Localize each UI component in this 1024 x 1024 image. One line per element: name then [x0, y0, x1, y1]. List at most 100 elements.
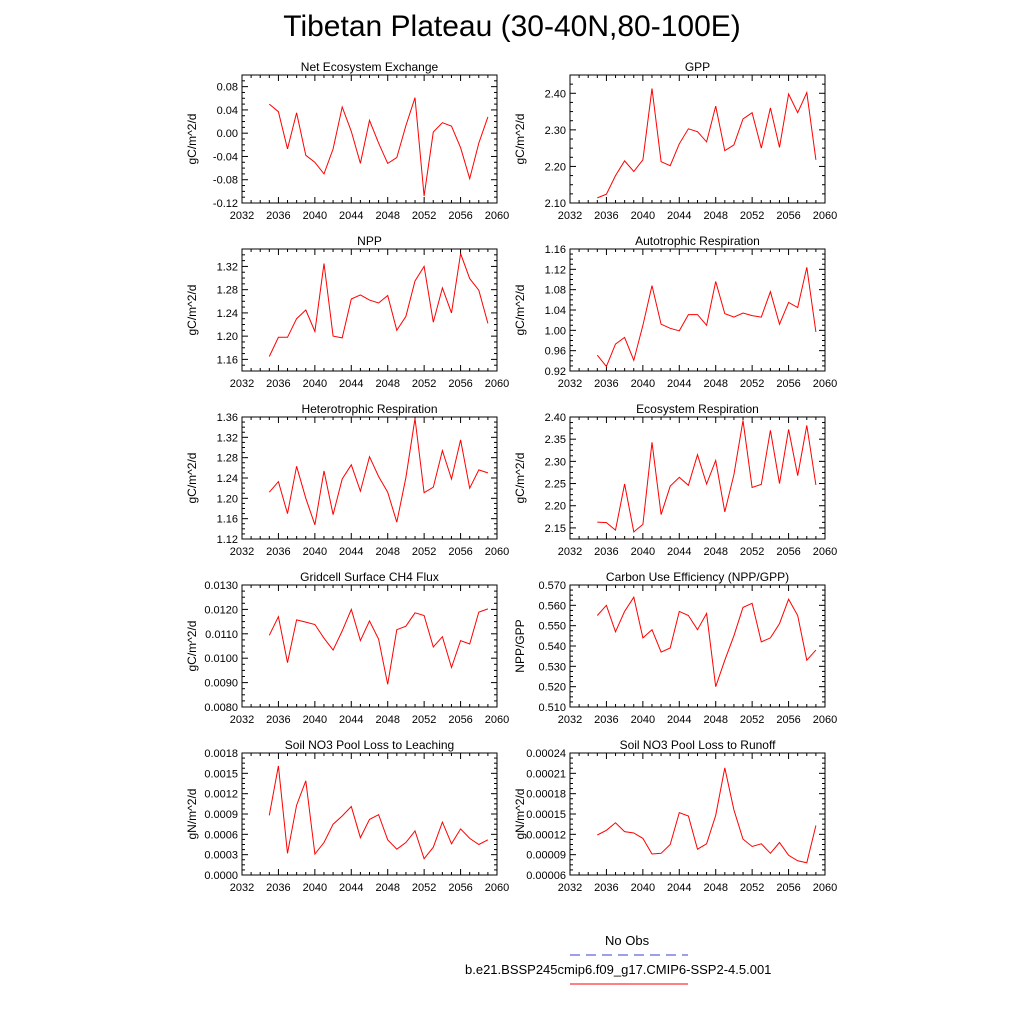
y-tick-label: 0.08 [217, 82, 238, 94]
x-tick-label: 2048 [703, 546, 727, 558]
y-axis-label: NPP/GPP [513, 619, 527, 672]
x-tick-label: 2052 [740, 378, 764, 390]
x-tick-label: 2044 [339, 714, 363, 726]
x-tick-label: 2056 [776, 378, 800, 390]
x-tick-label: 2044 [667, 378, 691, 390]
x-tick-label: 2048 [703, 210, 727, 222]
y-tick-label: 2.30 [545, 456, 566, 468]
x-tick-label: 2044 [667, 546, 691, 558]
y-tick-label: 0.0080 [204, 702, 238, 714]
x-tick-label: 2056 [448, 378, 472, 390]
x-tick-label: 2056 [776, 210, 800, 222]
y-tick-label: 2.35 [545, 434, 566, 446]
y-tick-label: 1.28 [217, 285, 238, 297]
series-line [596, 267, 817, 368]
chart-title: Soil NO3 Pool Loss to Runoff [620, 738, 777, 752]
x-tick-label: 2060 [485, 210, 509, 222]
y-tick-label: 0.00012 [526, 829, 566, 841]
series-line [268, 418, 489, 525]
y-tick-label: 1.32 [217, 432, 238, 444]
page-title: Tibetan Plateau (30-40N,80-100E) [283, 10, 741, 43]
series-line [268, 607, 489, 685]
y-tick-label: 0.0130 [204, 580, 238, 592]
y-tick-label: 2.10 [545, 198, 566, 210]
y-tick-label: 1.28 [217, 453, 238, 465]
x-tick-label: 2044 [667, 882, 691, 894]
x-tick-label: 2056 [776, 882, 800, 894]
x-tick-label: 2056 [448, 714, 472, 726]
y-tick-label: 1.32 [217, 261, 238, 273]
x-tick-label: 2048 [703, 378, 727, 390]
x-tick-label: 2032 [558, 882, 582, 894]
x-tick-label: 2040 [631, 714, 655, 726]
y-tick-label: 2.25 [545, 479, 566, 491]
y-tick-label: 1.36 [217, 412, 238, 424]
y-tick-label: 0.0015 [204, 768, 238, 780]
x-tick-label: 2032 [558, 546, 582, 558]
y-tick-label: 0.00018 [526, 789, 566, 801]
x-tick-label: 2036 [266, 378, 290, 390]
chart-panel-10: Soil NO3 Pool Loss to Runoff gN/m^2/d 2032… [513, 738, 837, 894]
y-tick-label: 0.00015 [526, 809, 566, 821]
y-tick-label: 0.0006 [204, 829, 238, 841]
x-tick-label: 2048 [703, 882, 727, 894]
x-tick-label: 2052 [412, 882, 436, 894]
x-tick-label: 2044 [339, 882, 363, 894]
y-tick-label: 1.24 [217, 308, 238, 320]
x-tick-label: 2044 [667, 714, 691, 726]
y-tick-label: 0.540 [538, 641, 566, 653]
y-tick-label: 1.16 [217, 354, 238, 366]
y-tick-label: 2.40 [545, 88, 566, 100]
x-tick-label: 2040 [631, 210, 655, 222]
series-line [597, 420, 817, 533]
y-tick-label: 0.510 [538, 702, 566, 714]
x-tick-label: 2036 [594, 210, 618, 222]
x-tick-label: 2052 [412, 546, 436, 558]
plot-frame [241, 74, 498, 204]
x-tick-label: 2032 [230, 546, 254, 558]
x-tick-label: 2048 [375, 378, 399, 390]
x-tick-label: 2032 [230, 378, 254, 390]
x-tick-label: 2048 [375, 714, 399, 726]
y-tick-label: 1.00 [545, 325, 566, 337]
x-tick-label: 2036 [594, 546, 618, 558]
x-tick-label: 2060 [485, 714, 509, 726]
x-tick-label: 2040 [303, 882, 327, 894]
y-tick-label: 0.00006 [526, 870, 566, 882]
y-tick-label: 0.00021 [526, 768, 566, 780]
y-tick-label: 0.0090 [204, 678, 238, 690]
x-tick-label: 2056 [448, 546, 472, 558]
x-tick-label: 2036 [266, 546, 290, 558]
x-tick-label: 2036 [266, 210, 290, 222]
x-tick-label: 2036 [594, 378, 618, 390]
y-tick-label: 2.30 [545, 125, 566, 137]
x-tick-label: 2032 [230, 210, 254, 222]
y-tick-label: 0.0120 [204, 604, 238, 616]
chart-panel-7: Gridcell Surface CH4 Flux gC/m^2/d 2032 203… [185, 570, 509, 726]
y-tick-label: 2.40 [545, 412, 566, 424]
x-tick-label: 2036 [266, 714, 290, 726]
chart-panel-6: Ecosystem Respiration gC/m^2/d 2032 2036 204… [513, 402, 837, 558]
y-tick-label: 2.15 [545, 523, 566, 535]
chart-panel-5: Heterotrophic Respiration gC/m^2/d 2032 203… [185, 402, 509, 558]
x-tick-label: 2040 [303, 546, 327, 558]
x-tick-label: 2056 [448, 882, 472, 894]
x-tick-label: 2036 [266, 882, 290, 894]
x-tick-label: 2048 [375, 882, 399, 894]
y-axis-label: gN/m^2/d [185, 789, 199, 840]
y-tick-label: 0.0009 [204, 809, 238, 821]
x-tick-label: 2052 [740, 882, 764, 894]
x-tick-label: 2060 [485, 546, 509, 558]
x-tick-label: 2052 [412, 210, 436, 222]
chart-panel-3: NPP gC/m^2/d 2032 2036 2040 2044 2048 2052 2056 2… [185, 234, 509, 390]
series-line [268, 765, 489, 860]
x-tick-label: 2032 [558, 714, 582, 726]
chart-panel-4: Autotrophic Respiration gC/m^2/d 2032 2036 2… [513, 234, 837, 390]
y-tick-label: 0.550 [538, 621, 566, 633]
chart-panel-8: Carbon Use Efficiency (NPP/GPP) NPP/GPP 20… [513, 570, 837, 726]
x-tick-label: 2048 [375, 546, 399, 558]
y-tick-label: 0.530 [538, 661, 566, 673]
chart-title: Gridcell Surface CH4 Flux [300, 570, 439, 584]
y-tick-label: 1.12 [217, 534, 238, 546]
